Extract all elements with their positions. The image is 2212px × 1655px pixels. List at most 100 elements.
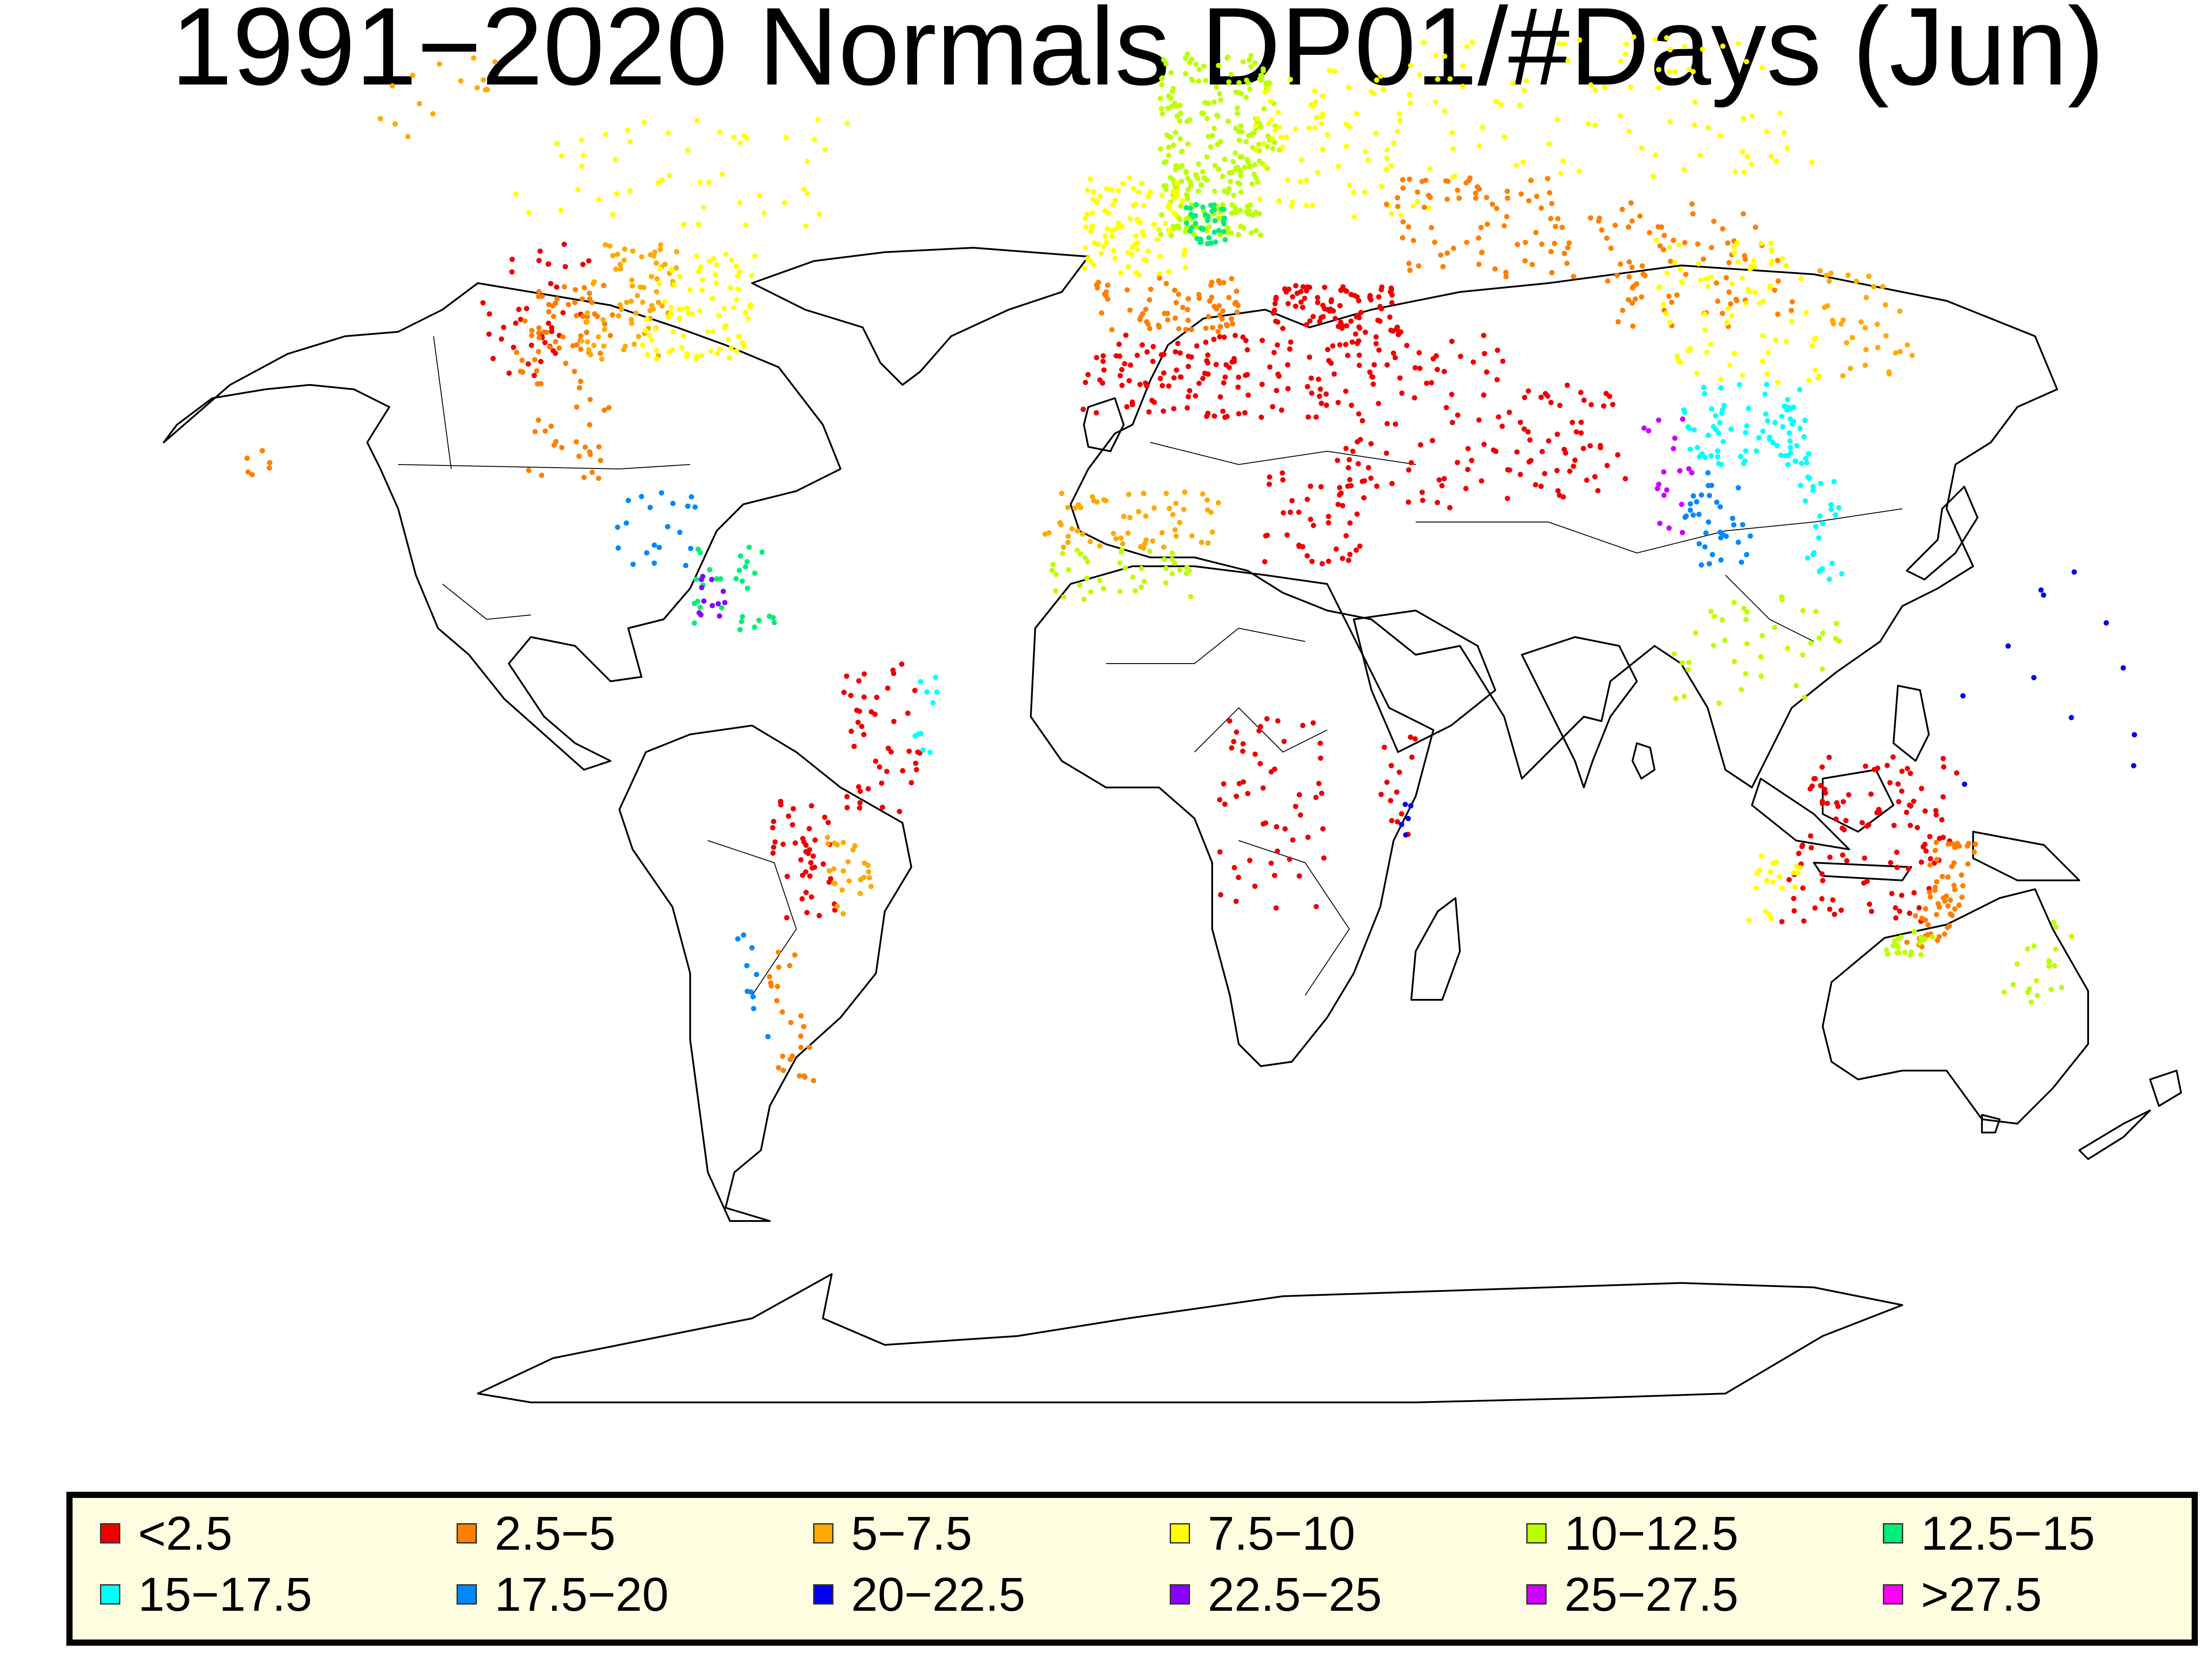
station-dot xyxy=(1084,576,1090,581)
station-dot xyxy=(1441,369,1447,374)
station-dot xyxy=(668,305,674,311)
station-dot xyxy=(1075,528,1080,534)
station-dot xyxy=(1634,281,1640,287)
station-dot xyxy=(1803,310,1809,315)
station-dot xyxy=(1248,64,1254,69)
station-dot xyxy=(1560,158,1566,164)
station-dot xyxy=(1551,241,1557,246)
station-dot xyxy=(474,85,480,91)
station-dot xyxy=(1251,172,1257,177)
station-dot xyxy=(857,805,862,811)
station-dot xyxy=(1464,44,1470,50)
station-dot xyxy=(1280,145,1286,150)
station-dot xyxy=(1345,465,1351,471)
station-dot xyxy=(579,137,584,143)
station-dot xyxy=(701,598,707,604)
station-dot xyxy=(1685,667,1691,672)
station-dot xyxy=(1065,534,1071,539)
station-dot xyxy=(718,576,723,582)
station-dot xyxy=(1173,500,1179,506)
station-dot xyxy=(1257,761,1263,767)
station-dot xyxy=(1148,189,1153,195)
station-dot xyxy=(1229,745,1234,751)
station-dot xyxy=(1305,284,1310,290)
station-dot xyxy=(1614,273,1620,278)
station-dot xyxy=(1708,342,1713,347)
station-dot xyxy=(1249,181,1255,187)
station-dot xyxy=(1840,317,1846,323)
station-dot xyxy=(1444,405,1449,411)
station-dot xyxy=(1389,481,1395,486)
station-dot xyxy=(1085,372,1091,377)
station-dot xyxy=(1169,557,1175,562)
station-dot xyxy=(783,135,789,140)
station-dot xyxy=(1693,630,1698,636)
station-dot xyxy=(1186,394,1191,399)
legend-label: 12.5−15 xyxy=(1921,1506,2095,1560)
station-dot xyxy=(1142,541,1148,546)
station-dot xyxy=(1669,300,1674,305)
station-dot xyxy=(1420,498,1425,503)
station-dot xyxy=(1157,376,1163,381)
station-dot xyxy=(1810,552,1816,557)
station-dot xyxy=(1326,358,1332,364)
station-dot xyxy=(1479,478,1484,484)
station-dot xyxy=(640,342,645,348)
station-dot xyxy=(1309,559,1315,564)
station-dot xyxy=(1927,890,1932,895)
station-dot xyxy=(1438,252,1444,258)
station-dot xyxy=(832,907,837,913)
station-dot xyxy=(1205,213,1211,219)
station-dot xyxy=(1671,651,1677,657)
station-dot xyxy=(1916,905,1922,910)
station-dot xyxy=(1947,897,1953,903)
station-dot xyxy=(1118,535,1124,541)
station-dot xyxy=(1411,203,1416,209)
station-dot xyxy=(1377,319,1383,324)
station-dot xyxy=(848,693,854,699)
station-dot xyxy=(1199,110,1205,116)
station-dot xyxy=(1791,870,1797,875)
station-dot xyxy=(1884,763,1890,768)
station-dot xyxy=(1877,809,1882,815)
station-dot xyxy=(1559,225,1565,230)
station-dot xyxy=(1846,792,1851,798)
station-dot xyxy=(1138,584,1144,590)
station-dot xyxy=(1171,223,1176,229)
station-dot xyxy=(736,334,741,339)
station-dot xyxy=(1796,851,1801,856)
station-dot xyxy=(1554,468,1560,473)
station-dot xyxy=(1518,191,1524,197)
station-dot xyxy=(480,300,486,306)
station-dot xyxy=(1548,216,1554,222)
station-dot xyxy=(768,983,774,989)
station-dot xyxy=(1184,405,1190,411)
station-dot xyxy=(1186,364,1191,369)
station-dot xyxy=(1824,273,1829,278)
station-dot xyxy=(737,568,742,573)
station-dot xyxy=(822,146,828,152)
station-dot xyxy=(1702,311,1708,317)
station-dot xyxy=(1198,539,1204,545)
station-dot xyxy=(1281,738,1287,744)
station-dot xyxy=(1169,104,1175,109)
station-dot xyxy=(1324,402,1329,408)
station-dot xyxy=(1772,420,1778,426)
station-dot xyxy=(1300,722,1306,728)
station-dot xyxy=(1628,84,1633,90)
station-dot xyxy=(1110,248,1116,253)
station-dot xyxy=(1225,226,1231,231)
station-dot xyxy=(1705,483,1711,488)
station-dot xyxy=(1866,901,1872,907)
station-dot xyxy=(581,475,587,480)
station-dot xyxy=(645,352,650,357)
station-dot xyxy=(786,813,791,819)
station-dot xyxy=(1911,799,1916,804)
station-dot xyxy=(539,472,545,478)
station-dot xyxy=(601,343,607,349)
station-dot xyxy=(1304,322,1310,327)
station-dot xyxy=(1352,214,1357,220)
station-dot xyxy=(1388,285,1394,291)
station-dot xyxy=(807,873,813,879)
station-dot xyxy=(1247,87,1253,92)
